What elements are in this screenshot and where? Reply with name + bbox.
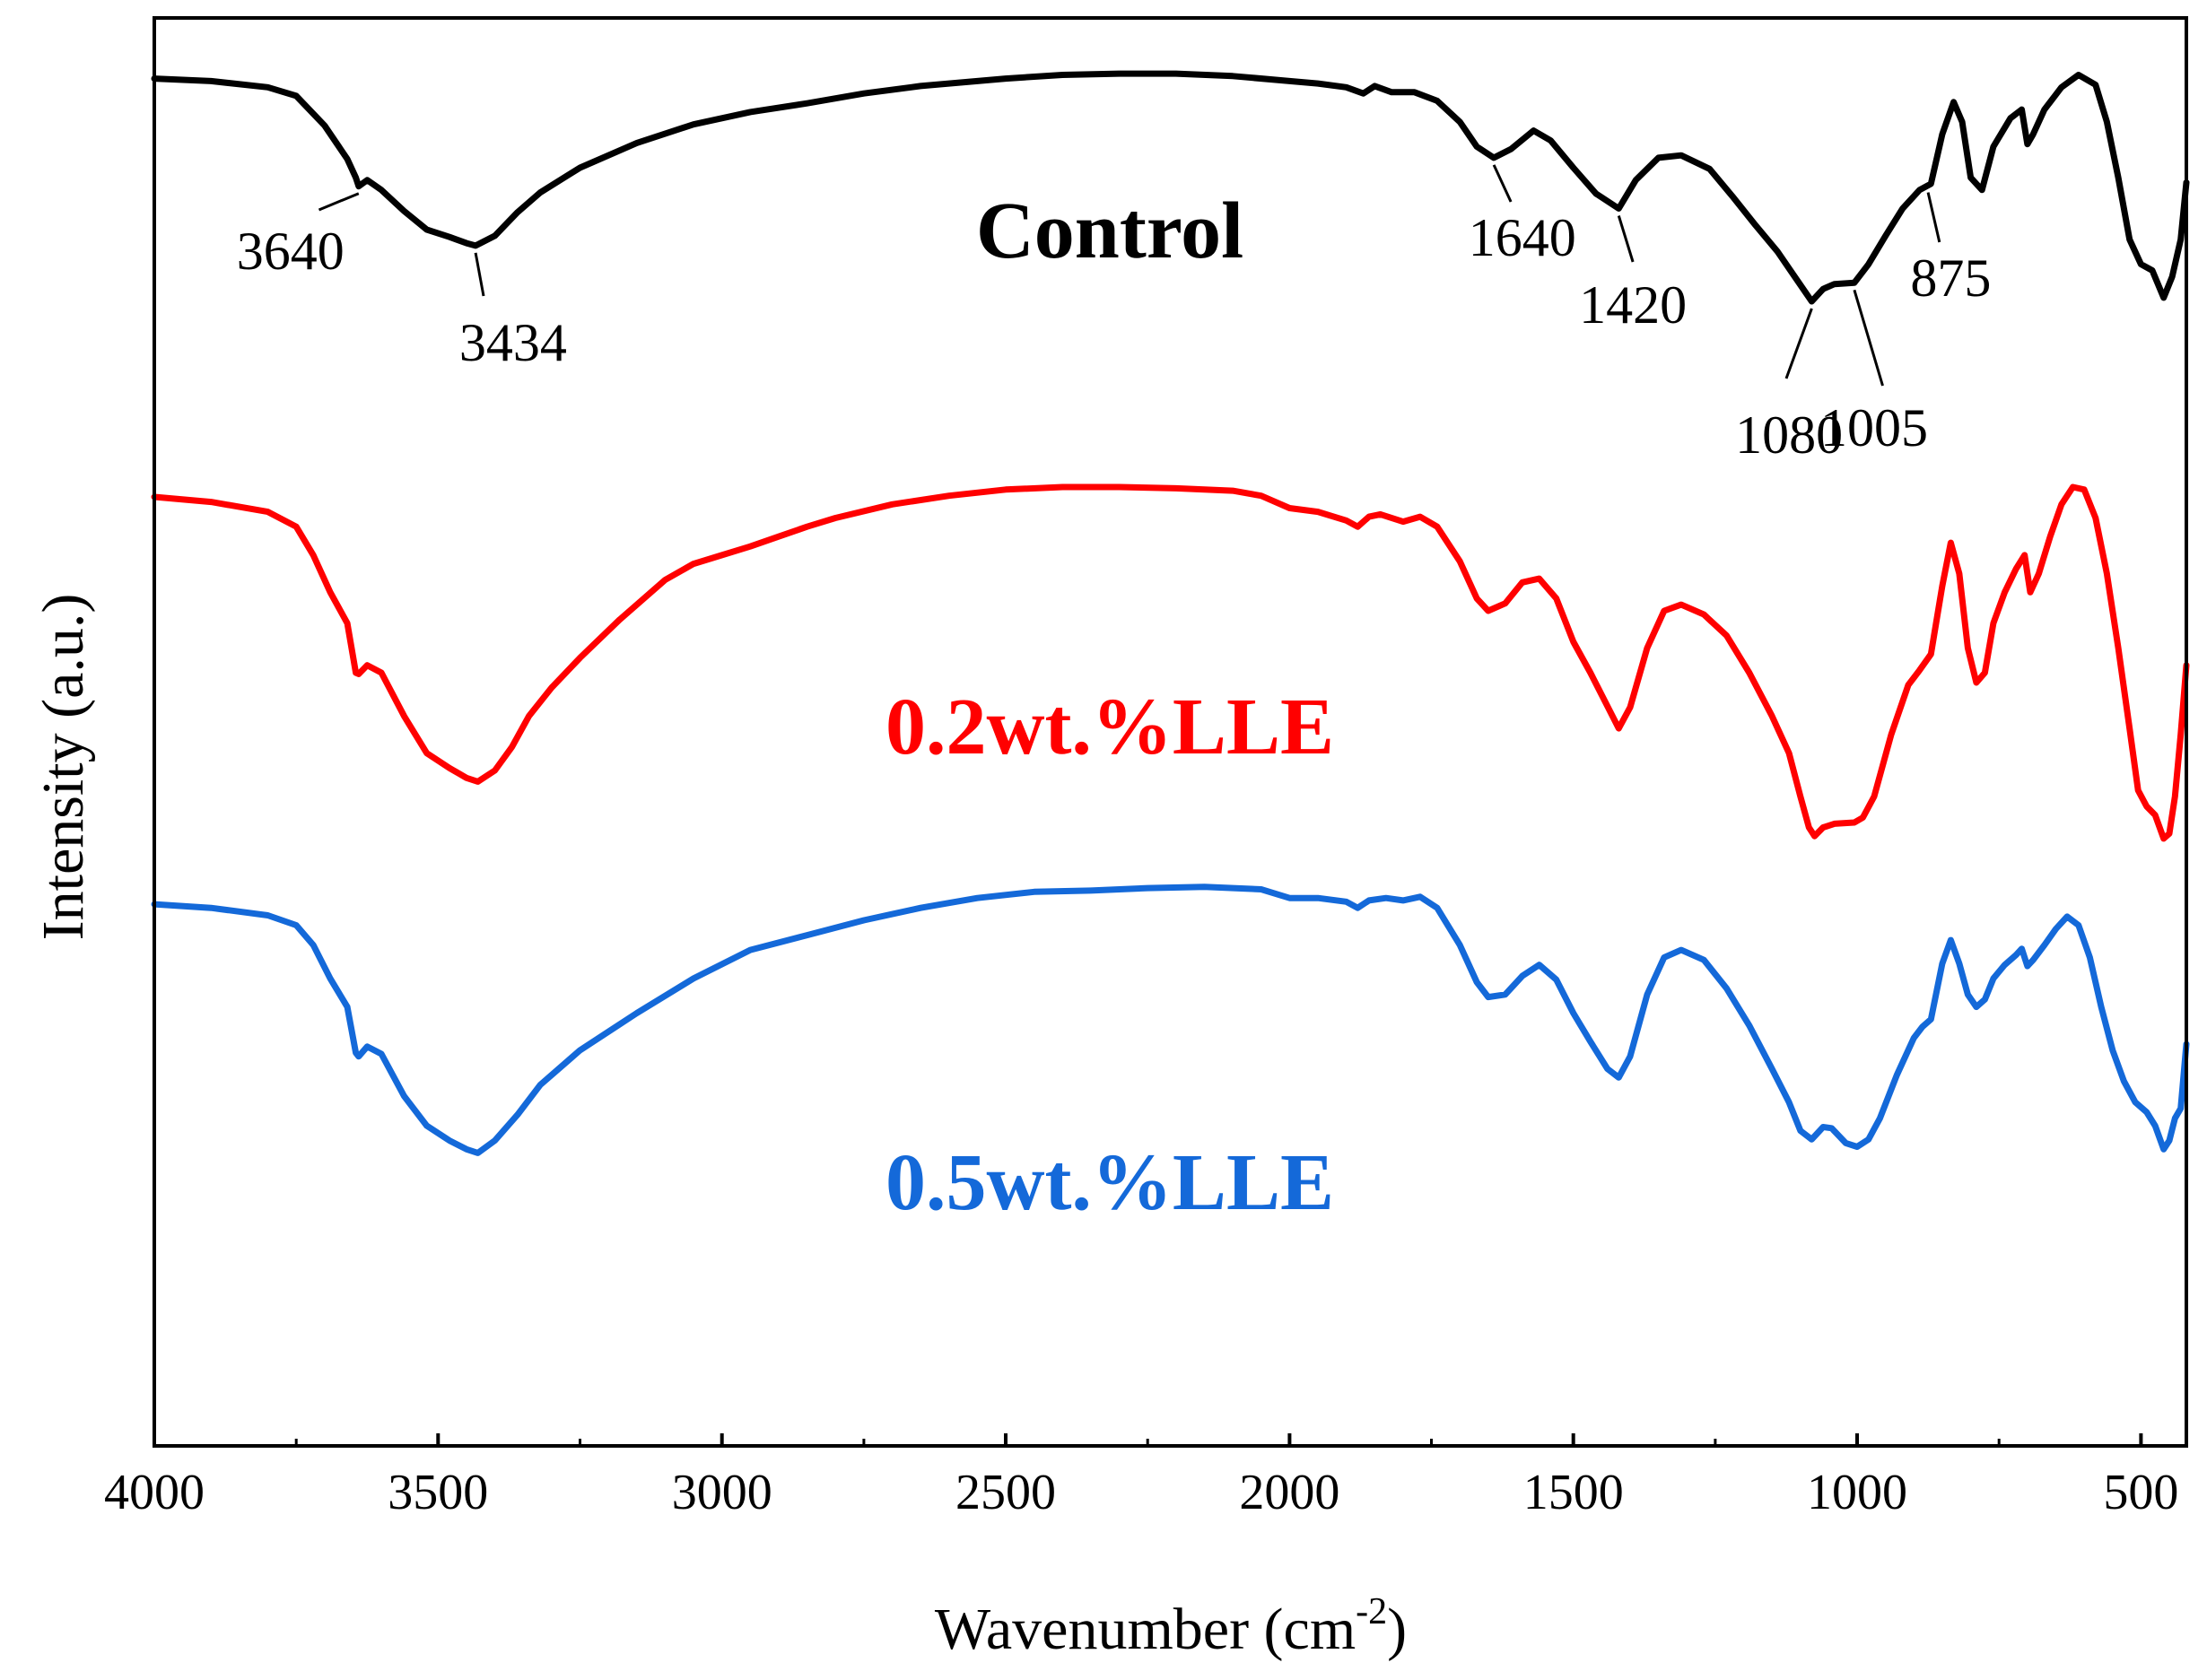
axis-layer: 4000 3500 3000 2500 2000 1500 1000 500 — [104, 16, 2188, 1520]
series-line-0-5wt-lle — [151, 884, 2190, 1156]
peak-label-1420: 1420 — [1579, 275, 1687, 335]
plot-frame — [153, 16, 2188, 1448]
peak-leader-3640 — [318, 192, 360, 212]
peak-label-1640: 1640 — [1469, 208, 1576, 267]
x-axis-title-close: ) — [1387, 1597, 1407, 1662]
series-line-control — [151, 70, 2190, 305]
peak-label-3434: 3434 — [459, 313, 567, 372]
peak-leader-1640 — [1492, 164, 1513, 203]
peak-leader-1005 — [1853, 289, 1884, 387]
y-axis-title: Intensity (a.u.) — [31, 594, 96, 941]
peak-label-1080: 1080 — [1735, 405, 1843, 465]
x-tick-label-3500: 3500 — [388, 1465, 488, 1520]
peak-leader-1420 — [1617, 215, 1635, 263]
peak-leader-3434 — [474, 252, 485, 297]
x-tick-label-1000: 1000 — [1807, 1465, 1907, 1520]
series-line-0-2wt-lle — [151, 483, 2190, 842]
peak-label-875: 875 — [1910, 248, 1991, 308]
x-axis-ticks: 4000 3500 3000 2500 2000 1500 1000 500 — [104, 1433, 2178, 1520]
x-axis-title-main: Wavenumber (cm — [935, 1597, 1356, 1662]
x-axis-title: Wavenumber (cm-2) — [935, 1591, 1407, 1662]
x-tick-label-2500: 2500 — [955, 1465, 1056, 1520]
peak-leader-875 — [1926, 192, 1941, 243]
x-tick-label-500: 500 — [2103, 1465, 2178, 1520]
x-axis-title-superscript: -2 — [1356, 1591, 1387, 1632]
series-label-control: Control — [976, 187, 1243, 275]
series-layer — [151, 70, 2190, 1156]
peak-leader-1080 — [1784, 308, 1813, 379]
x-tick-label-3000: 3000 — [672, 1465, 772, 1520]
series-label-0-5wt-lle: 0.5wt.%LLE — [885, 1138, 1334, 1227]
peak-label-3640: 3640 — [237, 222, 345, 281]
x-tick-label-2000: 2000 — [1239, 1465, 1339, 1520]
x-tick-label-4000: 4000 — [104, 1465, 205, 1520]
peak-label-1005: 1005 — [1820, 398, 1928, 457]
series-label-0-2wt-lle: 0.2wt.%LLE — [885, 683, 1334, 771]
series-label-layer: Control 0.2wt.%LLE 0.5wt.%LLE — [885, 187, 1334, 1227]
x-tick-label-1500: 1500 — [1523, 1465, 1624, 1520]
